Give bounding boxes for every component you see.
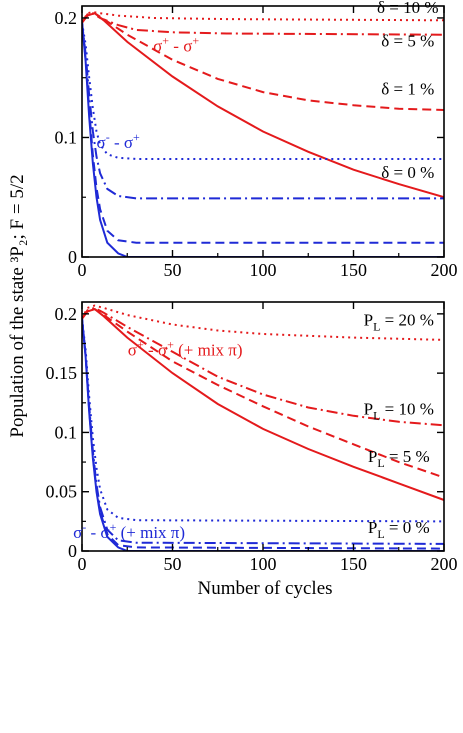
series-line-red-solid	[82, 12, 444, 199]
series-line-red-dashdot	[82, 306, 444, 427]
y-tick-label: 0.2	[55, 8, 78, 28]
x-tick-label: 150	[340, 260, 367, 280]
annotation: PL = 10 %	[364, 400, 434, 423]
y-tick-label: 0.05	[46, 482, 78, 502]
annotation: σ+ - σ+ (+ mix π)	[128, 337, 243, 359]
annotation: PL = 5 %	[368, 447, 430, 470]
annotation: δ = 1 %	[381, 79, 434, 98]
x-tick-label: 100	[250, 260, 277, 280]
annotation: σ- - σ+	[97, 130, 141, 152]
chart-top: 0 50 100 150 200 0 0.1 0.2 δ = 10 % δ = 5 % δ = 1 …	[55, 0, 458, 280]
y-tick-label: 0.15	[46, 363, 78, 383]
y-tick-label: 0.1	[55, 127, 78, 147]
series-line-blue-solid	[82, 318, 444, 551]
x-axis-label: Number of cycles	[197, 578, 332, 599]
x-tick-label: 50	[164, 260, 182, 280]
annotation: σ- - σ+ (+ mix π)	[73, 520, 185, 542]
series-line-red-solid	[82, 307, 444, 501]
annotation: δ = 5 %	[381, 32, 434, 51]
annotation: PL = 0 %	[368, 518, 430, 541]
y-tick-label: 0	[68, 541, 77, 561]
series-line-blue-dashdot	[82, 318, 444, 545]
x-tick-label: 0	[78, 260, 87, 280]
series-line-red-dashdot	[82, 12, 444, 36]
x-tick-label: 150	[340, 554, 367, 574]
x-tick-label: 200	[431, 554, 458, 574]
x-tick-label: 100	[250, 554, 277, 574]
y-axis-label: Population of the state ³P₂; F = 5/2	[7, 174, 28, 437]
chart-bottom: 0 50 100 150 200 0 0.05 0.1 0.15 0.2 PL = 20 % PL =…	[46, 301, 458, 574]
x-tick-label: 0	[78, 554, 87, 574]
y-tick-label: 0.2	[55, 304, 78, 324]
annotation: PL = 20 %	[364, 311, 434, 334]
y-tick-label: 0	[68, 247, 77, 267]
annotation: δ = 0 %	[381, 163, 434, 182]
annotation: σ+ - σ+	[153, 33, 199, 55]
annotation: δ = 10 %	[377, 0, 439, 17]
series-line-blue-solid	[82, 22, 444, 257]
x-tick-label: 200	[431, 260, 458, 280]
series-line-red-dot	[82, 10, 444, 24]
x-tick-label: 50	[164, 554, 182, 574]
y-tick-label: 0.1	[55, 422, 78, 442]
